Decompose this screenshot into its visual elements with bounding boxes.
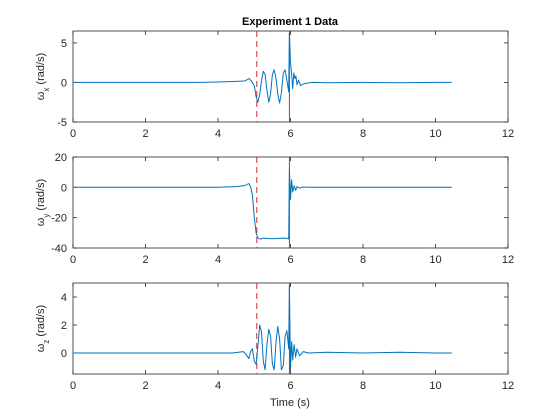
- series-line-1: [73, 285, 452, 371]
- y-axis-label-symbol: ω: [35, 217, 47, 226]
- y-tick-label: 2: [61, 320, 67, 332]
- x-tick-label: 8: [360, 380, 366, 392]
- x-tick-label: 12: [502, 254, 514, 266]
- x-tick-label: 8: [360, 128, 366, 140]
- series-line-1: [73, 168, 452, 240]
- y-tick-label: -5: [57, 117, 67, 129]
- axes-box: [72, 156, 509, 249]
- x-tick-label: 8: [360, 254, 366, 266]
- plot-area: [73, 157, 452, 248]
- x-tick-label: 10: [429, 128, 441, 140]
- x-tick-label: 10: [429, 380, 441, 392]
- subplot-2: 0 2 4 6 8 10 12 -40 -20 0 20 ωy (rad/s): [35, 152, 514, 266]
- y-tick-label: -20: [51, 213, 67, 225]
- x-tick-label: 6: [287, 254, 293, 266]
- axes-box: [72, 30, 509, 123]
- y-axis-label-subscript: y: [42, 214, 51, 218]
- y-axis-label-unit: (rad/s): [35, 53, 47, 88]
- x-tick-label: 0: [70, 128, 76, 140]
- x-tick-label: 10: [429, 254, 441, 266]
- x-tick-label: 6: [287, 380, 293, 392]
- x-tick-label: 4: [215, 254, 221, 266]
- y-tick-label: 0: [61, 77, 67, 89]
- x-tick-label: 12: [502, 128, 514, 140]
- y-tick-label: 0: [61, 348, 67, 360]
- x-tick-label: 6: [287, 128, 293, 140]
- y-tick-label: 20: [55, 152, 67, 164]
- y-axis-label-symbol: ω: [35, 91, 47, 100]
- plot-area: [73, 283, 452, 374]
- x-tick-label: 2: [142, 254, 148, 266]
- y-axis-label: ωz (rad/s): [35, 305, 51, 352]
- subplot-3: 0 2 4 6 8 10 12 0 2 4 ωz (rad/s): [35, 282, 514, 392]
- y-axis-label-unit: (rad/s): [35, 305, 47, 340]
- x-tick-label: 4: [215, 128, 221, 140]
- series-line-1: [73, 32, 452, 104]
- y-axis-label: ωx (rad/s): [35, 53, 51, 100]
- x-tick-label: 0: [70, 380, 76, 392]
- x-axis-label: Time (s): [270, 397, 310, 409]
- plot-area: [73, 31, 452, 122]
- y-tick-label: 0: [61, 182, 67, 194]
- y-axis-label-subscript: x: [42, 88, 51, 92]
- y-tick-label: -40: [51, 243, 67, 255]
- figure-title: Experiment 1 Data: [242, 16, 339, 28]
- x-tick-label: 2: [142, 128, 148, 140]
- y-axis-label: ωy (rad/s): [35, 179, 51, 226]
- x-tick-label: 0: [70, 254, 76, 266]
- y-axis-label-symbol: ω: [35, 343, 47, 352]
- y-axis-label-subscript: z: [42, 340, 51, 344]
- x-tick-label: 12: [502, 380, 514, 392]
- y-tick-label: 4: [61, 292, 67, 304]
- y-axis-label-unit: (rad/s): [35, 179, 47, 214]
- y-tick-label: 5: [61, 38, 67, 50]
- x-tick-label: 2: [142, 380, 148, 392]
- x-tick-label: 4: [215, 380, 221, 392]
